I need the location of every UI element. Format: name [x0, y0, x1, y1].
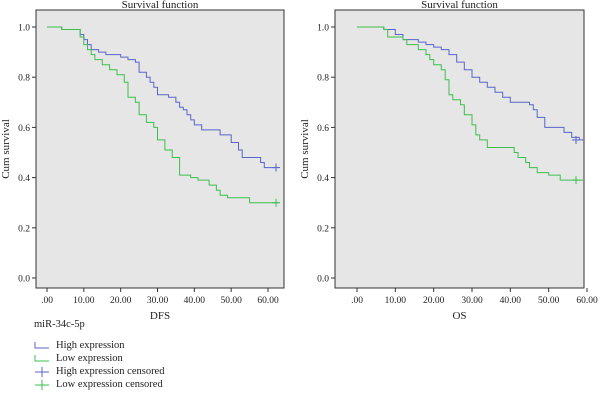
- survival-curve-low: [47, 26, 280, 204]
- y-tick-label: 0.2: [18, 224, 30, 234]
- y-tick-label: 0.6: [317, 124, 329, 134]
- y-axis-label: Cum survival: [0, 119, 12, 179]
- legend-label: Low expression censored: [56, 379, 163, 390]
- y-tick-label: 0.4: [18, 174, 30, 184]
- x-tick-label: 30.00: [147, 296, 169, 306]
- legend-item-high-censored: High expression censored: [34, 365, 164, 378]
- x-tick-label: 30.00: [461, 296, 483, 306]
- legend-title: miR-34c-5p: [34, 319, 85, 330]
- legend-item-high-expression: High expression: [34, 339, 164, 352]
- legend-swatch-low-censored: [35, 379, 49, 390]
- plot-area: [35, 9, 285, 289]
- y-tick-label: 0.0: [18, 275, 30, 285]
- x-tick-label: 60.00: [576, 296, 598, 306]
- y-tick-label: 1.0: [18, 24, 30, 34]
- y-tick-label: 0.8: [18, 74, 30, 84]
- y-tick-label: 0.8: [317, 74, 329, 84]
- chart-panel-1: Survival function 0.0 0.2 0.4 0.6 0.8 1.0 .00 10…: [0, 0, 285, 322]
- legend-item-low-censored: Low expression censored: [34, 378, 164, 391]
- series-high: [47, 26, 280, 169]
- chart-title: Survival function: [421, 0, 498, 11]
- x-axis-label: DFS: [150, 310, 170, 322]
- y-tick-label: 0.0: [317, 275, 329, 285]
- legend-label: High expression: [56, 340, 125, 351]
- chart-title: Survival function: [122, 0, 199, 11]
- legend-label: High expression censored: [56, 366, 165, 377]
- legend-swatch-high: [34, 341, 49, 348]
- x-tick-label: .00: [41, 296, 53, 306]
- survival-curve-low: [357, 26, 584, 181]
- x-tick-label: 10.00: [73, 296, 95, 306]
- x-tick-label: 50.00: [220, 296, 242, 306]
- series-low: [357, 26, 584, 181]
- x-tick-label: 50.00: [538, 296, 560, 306]
- legend: miR-34c-5p High expression Low expressio…: [34, 318, 164, 391]
- y-tick-label: 1.0: [317, 24, 329, 34]
- x-tick-label: 10.00: [385, 296, 407, 306]
- chart-panel-2: Survival function 0.0 0.2 0.4 0.6 0.8 1.0 .00 10…: [299, 0, 598, 322]
- series-low: [47, 26, 280, 204]
- legend-swatch-low: [34, 354, 49, 361]
- x-tick-label: 40.00: [184, 296, 206, 306]
- legend-swatch-high-censored: [35, 366, 49, 377]
- x-tick-label: 20.00: [110, 296, 132, 306]
- series-high: [357, 26, 584, 141]
- y-tick-label: 0.6: [18, 124, 30, 134]
- x-tick-label: 40.00: [500, 296, 522, 306]
- x-tick-label: .00: [351, 296, 363, 306]
- plot-area: [334, 9, 585, 289]
- survival-curve-high: [357, 26, 584, 141]
- y-tick-label: 0.4: [317, 174, 329, 184]
- y-tick-label: 0.2: [317, 224, 329, 234]
- survival-curve-high: [47, 26, 280, 169]
- legend-label: Low expression: [56, 353, 123, 364]
- y-axis-label: Cum survival: [299, 119, 311, 179]
- x-tick-label: 60.00: [257, 296, 279, 306]
- legend-item-low-expression: Low expression: [34, 352, 164, 365]
- x-tick-label: 20.00: [423, 296, 445, 306]
- x-axis-label: OS: [452, 310, 466, 322]
